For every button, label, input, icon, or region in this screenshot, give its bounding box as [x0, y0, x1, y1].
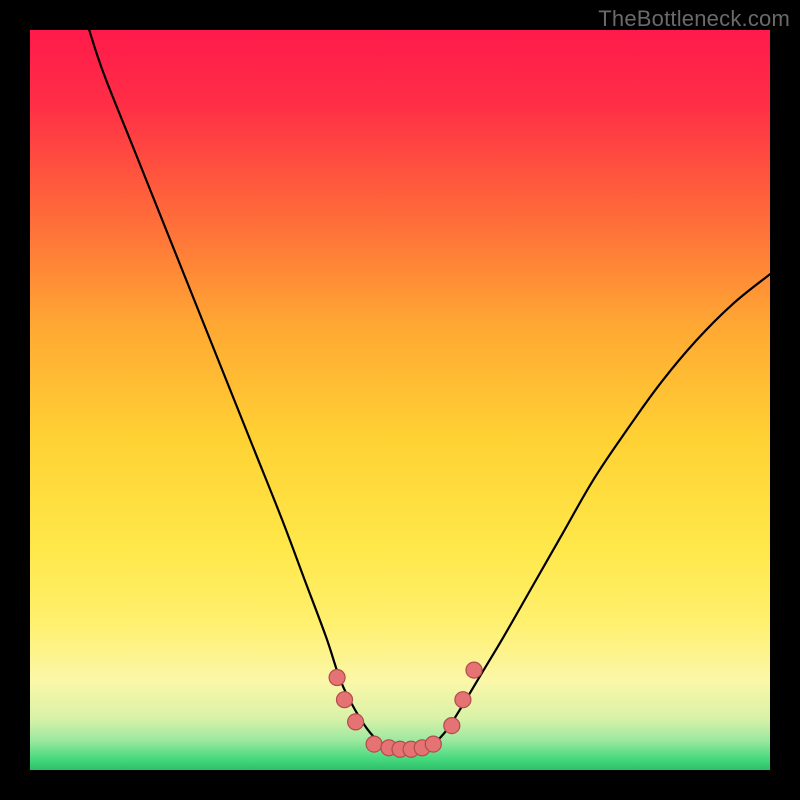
- data-marker: [366, 736, 382, 752]
- data-marker: [329, 670, 345, 686]
- chart-frame: TheBottleneck.com: [0, 0, 800, 800]
- data-marker: [425, 736, 441, 752]
- bottleneck-curve-chart: [30, 30, 770, 770]
- plot-area: [30, 30, 770, 770]
- watermark-label: TheBottleneck.com: [598, 6, 790, 32]
- data-marker: [455, 692, 471, 708]
- data-marker: [348, 714, 364, 730]
- data-marker: [337, 692, 353, 708]
- data-marker: [444, 718, 460, 734]
- chart-background: [30, 30, 770, 770]
- data-marker: [466, 662, 482, 678]
